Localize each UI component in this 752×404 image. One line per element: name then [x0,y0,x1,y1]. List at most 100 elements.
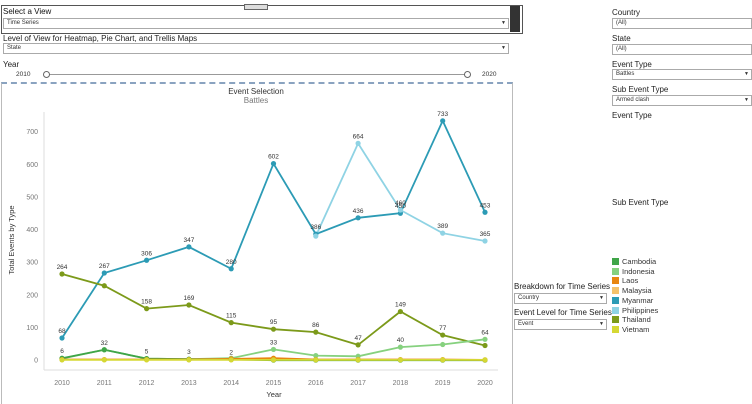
x-tick-label: 2018 [393,380,409,387]
legend-swatch [612,258,619,265]
data-label-cambodia: 3 [187,349,191,356]
year-slider-track[interactable] [46,74,467,75]
data-label-indonesia: 33 [270,339,278,346]
legend-swatch [612,277,619,285]
country-filter-label: Country [612,8,641,17]
data-point-myanmar [270,161,277,167]
data-label-myanmar: 450 [395,203,406,210]
data-point-myanmar [144,257,150,263]
data-point-philippines [313,233,319,239]
legend-item-cambodia[interactable]: Cambodia [612,257,656,266]
data-point-thailand [59,271,65,277]
time-series-chart: Total Events by Type Year 0 100 200 300 400 5… [7,111,498,399]
y-axis-label: Total Events by Type [7,205,16,274]
data-point-thailand [482,342,488,349]
data-label-cambodia: 5 [145,349,149,356]
chevron-down-icon: ▼ [744,71,749,77]
data-label-myanmar: 347 [183,237,194,244]
year-label: Year [3,60,20,69]
x-tick-label: 2016 [308,380,324,387]
event-type-filter-label: Event Type [612,60,652,69]
country-filter-dropdown[interactable]: (All) [612,18,752,29]
legend-label: Indonesia [622,266,655,276]
state-filter-dropdown[interactable]: (All) [612,44,752,55]
event-type-filter-dropdown[interactable]: Battles ▼ [612,69,752,80]
x-tick-label: 2017 [350,380,366,387]
legend-item-myanmar[interactable]: Myanmar [612,296,653,305]
data-point-myanmar [355,215,361,221]
data-point-indonesia [313,353,319,359]
breakdown-label: Breakdown for Time Series [514,282,611,291]
data-point-indonesia [270,346,277,353]
data-label-myanmar: 602 [268,154,279,161]
legend-item-laos[interactable]: Laos [612,276,638,285]
event-type-legend-label: Event Type [612,111,652,120]
legend-item-philippines[interactable]: Philippines [612,306,658,315]
year-slider-start-handle[interactable] [43,71,50,78]
x-tick-label: 2010 [54,380,70,387]
y-tick-label: 600 [26,162,38,169]
data-point-cambodia [101,347,107,353]
data-label-thailand: 115 [226,313,237,320]
data-point-vietnam [440,357,446,363]
year-slider-end-handle[interactable] [464,71,471,78]
chart-subtitle: Battles [243,96,269,105]
data-label-myanmar: 436 [353,208,364,215]
data-label-thailand: 158 [141,299,152,306]
data-label-indonesia: 64 [481,329,489,336]
data-point-thailand [355,342,361,348]
data-point-indonesia [397,344,403,350]
breakdown-dropdown[interactable]: Country ▼ [514,293,607,304]
legend-label: Philippines [622,305,659,315]
legend-swatch [612,267,619,275]
legend-label: Vietnam [622,324,650,334]
legend-item-indonesia[interactable]: Indonesia [612,267,655,276]
sub-event-type-filter-dropdown[interactable]: Armed clash ▼ [612,95,752,106]
data-point-thailand [144,306,150,312]
panel-grip[interactable] [244,4,268,10]
y-tick-label: 500 [26,194,38,201]
data-label-myanmar: 280 [226,259,237,266]
x-tick-label: 2011 [97,380,112,387]
chart-container [1,82,513,404]
data-label-myanmar: 733 [437,111,448,118]
data-label-philippines: 365 [480,231,491,238]
chevron-down-icon: ▼ [744,97,749,103]
data-point-vietnam [228,357,234,363]
legend-swatch [612,287,619,295]
data-point-vietnam [101,357,107,363]
chart-title: Event Selection [228,87,284,96]
data-point-philippines [482,238,488,244]
view-selector-dropdown[interactable]: Time Series ▼ [3,18,509,29]
data-label-thailand: 149 [395,302,406,309]
data-label-cambodia: 32 [101,340,109,347]
legend-swatch [612,306,619,314]
data-point-myanmar [186,244,192,250]
x-tick-label: 2014 [223,380,239,387]
data-label-thailand: 77 [439,325,447,332]
x-tick-label: 2019 [435,380,451,387]
series-line-thailand [61,273,486,347]
data-label-thailand: 169 [183,295,194,302]
level-of-view-dropdown[interactable]: State ▼ [3,43,509,54]
legend-item-malaysia[interactable]: Malaysia [612,286,652,295]
y-tick-label: 400 [26,227,38,234]
x-tick-label: 2012 [139,380,155,387]
data-point-thailand [397,308,403,315]
view-selector-label: Select a View [3,7,52,16]
data-label-cambodia: 2 [229,350,233,357]
data-label-thailand: 86 [312,322,320,329]
data-label-philippines: 389 [437,223,448,230]
data-point-philippines [440,230,446,236]
panel-side-toolbar[interactable] [510,6,520,32]
legend-item-thailand[interactable]: Thailand [612,315,651,324]
chevron-down-icon: ▼ [501,45,506,51]
data-point-thailand [270,326,277,332]
legend-item-vietnam[interactable]: Vietnam [612,325,649,334]
data-label-indonesia: 40 [397,337,405,344]
event-level-dropdown[interactable]: Event ▼ [514,319,607,330]
level-of-view-label: Level of View for Heatmap, Pie Chart, an… [3,34,198,43]
data-label-cambodia: 6 [60,348,64,355]
sub-event-type-legend-label: Sub Event Type [612,198,669,207]
legend-label: Thailand [622,315,651,325]
